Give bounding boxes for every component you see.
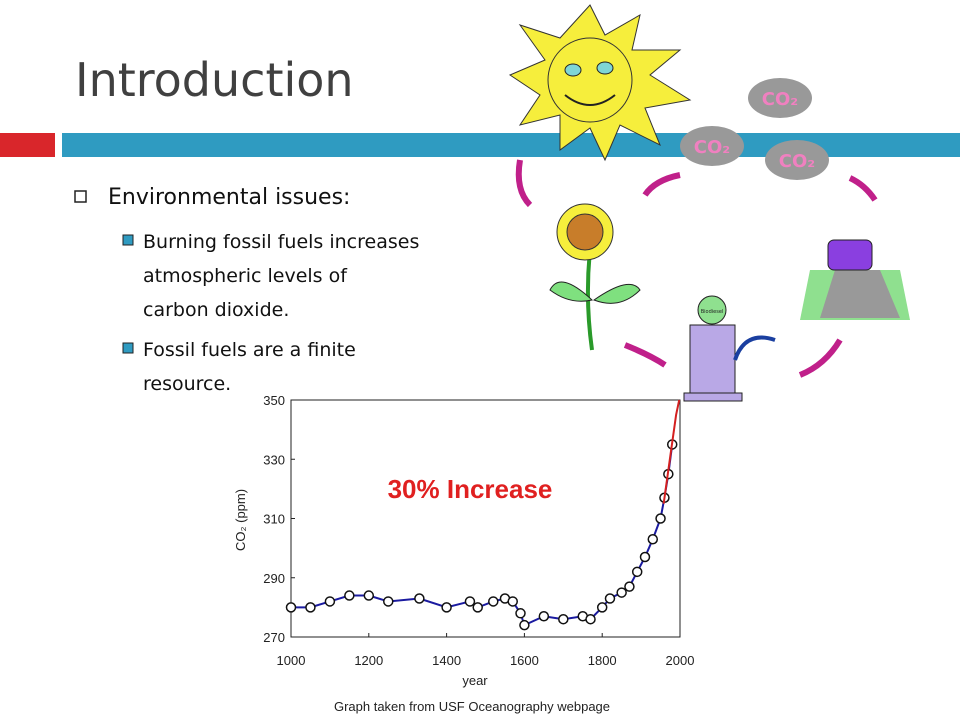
data-point (507, 596, 518, 607)
shape (689, 324, 736, 396)
accent-bar (0, 133, 55, 157)
data-point (596, 602, 608, 613)
cloud: CO₂ (748, 78, 812, 118)
data-point (383, 596, 394, 607)
x-axis-label: year (462, 673, 488, 688)
shape (848, 175, 878, 202)
shape (596, 61, 614, 75)
sub-bullet-icon (122, 234, 134, 246)
x-tick-label: 1000 (277, 653, 306, 668)
shape (549, 281, 641, 304)
shape (623, 342, 667, 368)
arrows (515, 159, 878, 378)
sub-bullets: Burning fossil fuels increases atmospheri… (122, 231, 419, 395)
y-tick-label: 350 (263, 393, 285, 408)
data-point (604, 593, 616, 604)
shape (827, 239, 873, 271)
data-point (324, 596, 336, 607)
annotation: 30% Increase (388, 474, 553, 504)
sub-bullet-line: Fossil fuels are a finite (143, 339, 356, 361)
data-point (519, 619, 530, 631)
data-point (414, 593, 425, 604)
x-tick-label: 1200 (354, 653, 383, 668)
data-point (464, 596, 476, 607)
shape (820, 270, 900, 318)
bullet: Environmental issues: (108, 185, 350, 210)
sub-bullet-line: carbon dioxide. (143, 299, 289, 321)
fuel-pump: Biodiesel (683, 295, 776, 402)
sub-bullet-line: resource. (143, 373, 231, 395)
data-point (647, 533, 659, 545)
y-tick-label: 310 (263, 512, 285, 527)
shape (697, 295, 727, 325)
cloud-label: CO₂ (762, 89, 798, 110)
shape (680, 126, 744, 166)
shape (798, 338, 843, 378)
data-point (538, 611, 550, 622)
data-point (363, 590, 375, 601)
data-point (515, 608, 526, 619)
data-point (655, 513, 666, 524)
shape (748, 78, 812, 118)
sub-bullet-icon (122, 342, 134, 354)
data-point (488, 596, 499, 607)
shape (547, 37, 633, 123)
y-axis-label: CO₂ (ppm) (233, 489, 248, 551)
x-tick-label: 1400 (432, 653, 461, 668)
data-point (639, 551, 651, 563)
data-point (441, 602, 452, 613)
data-point (631, 566, 643, 578)
data-point (616, 587, 627, 598)
y-tick-label: 270 (263, 630, 285, 645)
x-tick-label: 1800 (588, 653, 617, 668)
shape (515, 159, 533, 208)
car (800, 239, 910, 320)
shape (733, 335, 776, 361)
y-tick-label: 330 (263, 452, 285, 467)
shape (566, 213, 604, 251)
pump-label: Biodiesel (701, 309, 724, 315)
flower (549, 203, 641, 351)
caption: Graph taken from USF Oceanography webpag… (334, 699, 610, 714)
x-tick-label: 2000 (666, 653, 695, 668)
shape (564, 63, 582, 77)
shape (765, 140, 829, 180)
data-point (558, 613, 569, 625)
bullet-icon (74, 190, 87, 203)
shape (683, 392, 743, 402)
cloud-label: CO₂ (694, 137, 730, 158)
cloud: CO₂ (680, 126, 744, 166)
sub-bullet-line: atmospheric levels of (143, 265, 348, 287)
series-line (662, 399, 681, 504)
sun (508, 4, 692, 162)
data-point (344, 590, 355, 601)
data-point (285, 602, 297, 613)
data-point (585, 613, 596, 625)
cloud-label: CO₂ (779, 151, 815, 172)
data-point (624, 581, 635, 592)
cloud: CO₂ (765, 140, 829, 180)
sub-bullet-line: Burning fossil fuels increases (143, 231, 419, 253)
shape (642, 172, 681, 197)
title: Introduction (75, 53, 354, 107)
data-point (472, 602, 483, 613)
data-point (305, 602, 316, 613)
shape (564, 94, 616, 106)
x-tick-label: 1600 (510, 653, 539, 668)
chart: 270 290 310 330 350 1000 1200 1400 1600 1800 2000 y… (233, 393, 694, 688)
y-tick-label: 290 (263, 571, 285, 586)
